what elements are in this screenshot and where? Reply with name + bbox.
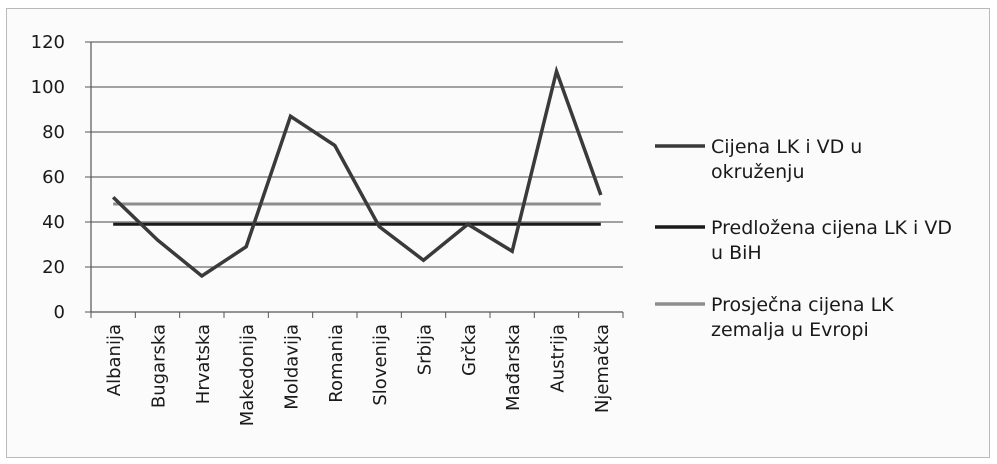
series-lines <box>111 65 603 279</box>
line-chart: 0 20 40 60 80 100 120 Albanija Bugarska Hrvatska… <box>31 32 952 426</box>
x-tick-label: Mađarska <box>503 324 524 411</box>
x-tick-label: Makedonija <box>237 324 258 426</box>
series-line-1 <box>111 65 603 279</box>
x-axis-ticks: Albanija Bugarska Hrvatska Makedonija Moldav… <box>90 312 624 426</box>
y-tick-label: 60 <box>42 167 65 188</box>
y-tick-label: 0 <box>54 302 65 323</box>
legend-label-2: Predložena cijena LK i VD <box>711 217 952 239</box>
y-axis-ticks: 0 20 40 60 80 100 120 <box>31 32 91 323</box>
legend-label-1: okruženju <box>711 161 805 183</box>
legend: Cijena LK i VD u okruženju Predložena cije… <box>655 136 952 341</box>
x-tick-label: Austrija <box>548 324 569 393</box>
x-tick-label: Srbija <box>415 324 436 375</box>
y-tick-label: 20 <box>42 257 65 278</box>
x-tick-label: Romania <box>326 324 347 403</box>
gridlines <box>91 41 623 268</box>
legend-label-2: u BiH <box>711 242 762 264</box>
x-tick-label: Grčka <box>459 324 480 376</box>
x-tick-label: Albanija <box>104 324 125 396</box>
chart-frame: 0 20 40 60 80 100 120 Albanija Bugarska Hrvatska… <box>6 8 990 458</box>
x-tick-label: Slovenija <box>370 324 391 406</box>
y-tick-label: 120 <box>31 32 65 53</box>
x-tick-label: Bugarska <box>149 324 170 408</box>
y-tick-label: 100 <box>31 77 65 98</box>
y-tick-label: 80 <box>42 122 65 143</box>
x-tick-label: Hrvatska <box>193 324 214 404</box>
legend-label-3: Prosječna cijena LK <box>711 294 894 316</box>
x-tick-label: Moldavija <box>282 324 303 410</box>
y-tick-label: 40 <box>42 212 65 233</box>
legend-label-1: Cijena LK i VD u <box>711 136 862 158</box>
x-tick-label: Njemačka <box>592 324 613 413</box>
legend-label-3: zemalja u Evropi <box>711 319 869 341</box>
